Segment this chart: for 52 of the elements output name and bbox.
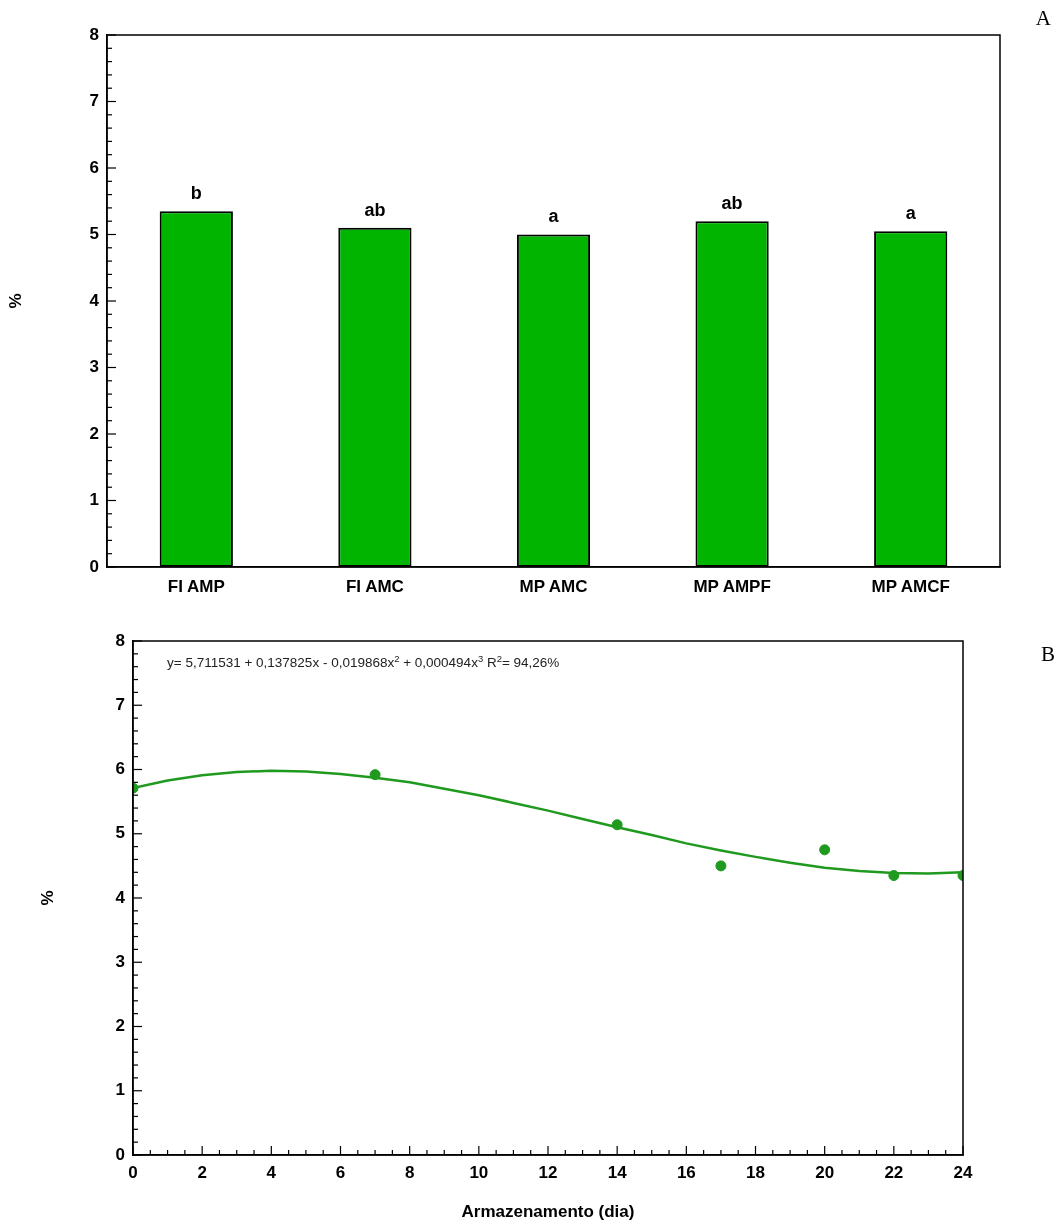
y-tick-label: 4 [89, 290, 100, 310]
y-tick-label: 8 [89, 24, 99, 44]
x-tick-label: 20 [815, 1162, 835, 1182]
y-tick-label: 0 [89, 556, 99, 576]
y-tick-label: 2 [115, 1016, 125, 1036]
x-tick-label: MP AMC [519, 576, 588, 596]
point [819, 844, 831, 856]
x-tick-label: 12 [538, 1162, 558, 1182]
text: B [1040, 642, 1055, 667]
x-tick-label: 24 [953, 1162, 973, 1182]
annotation: a [905, 203, 917, 224]
x-tick-label: FI AMP [167, 576, 225, 596]
y-tick-label: 8 [115, 630, 125, 650]
y-tick-label: 7 [115, 694, 125, 714]
annotation: b [190, 183, 202, 204]
y-tick-label: 5 [115, 823, 125, 843]
x-tick-label: 16 [676, 1162, 696, 1182]
x-tick-label: 18 [746, 1162, 765, 1182]
y-tick-label: 1 [115, 1080, 125, 1100]
y-tick-label: 3 [115, 951, 125, 971]
annotation: ab [364, 199, 386, 220]
x-tick-label: MP AMCF [871, 576, 950, 596]
annotation: a [548, 206, 560, 227]
y-tick-label: 4 [115, 887, 126, 907]
point [369, 769, 381, 781]
text: A [1035, 6, 1051, 31]
x-tick-label: 6 [335, 1162, 346, 1182]
x-tick-label: 2 [197, 1162, 207, 1182]
y-tick-label: 1 [89, 490, 99, 510]
y-tick-label: 2 [89, 423, 99, 443]
y-tick-label: 6 [115, 759, 125, 779]
y-axis-title: % [37, 890, 57, 906]
x-tick-label: 8 [404, 1162, 415, 1182]
y-tick-label: 5 [89, 224, 99, 244]
y-tick-label: 0 [115, 1144, 125, 1164]
point [888, 870, 900, 882]
x-tick-label: MP AMPF [693, 576, 771, 596]
x-tick-label: 4 [266, 1162, 277, 1182]
x-axis-title: Armazenamento (dia) [461, 1202, 635, 1222]
y-tick-label: 6 [89, 157, 99, 177]
point [611, 819, 623, 831]
x-tick-label: 0 [128, 1162, 138, 1182]
y-tick-label: 3 [89, 357, 99, 377]
point [715, 860, 727, 872]
y-axis-title: % [5, 293, 25, 309]
x-tick-label: 14 [607, 1162, 628, 1182]
x-tick-label: 10 [469, 1162, 489, 1182]
x-tick-label: 22 [884, 1162, 904, 1182]
x-tick-label: FI AMC [345, 576, 404, 596]
y-tick-label: 7 [89, 91, 99, 111]
annotation: ab [721, 193, 743, 214]
annotation: y= 5,711531 + 0,137825x - 0,019868x$^{2}$ + 0,000494x$^{3}$ R$^{2}$= 94,26% [167, 653, 560, 670]
